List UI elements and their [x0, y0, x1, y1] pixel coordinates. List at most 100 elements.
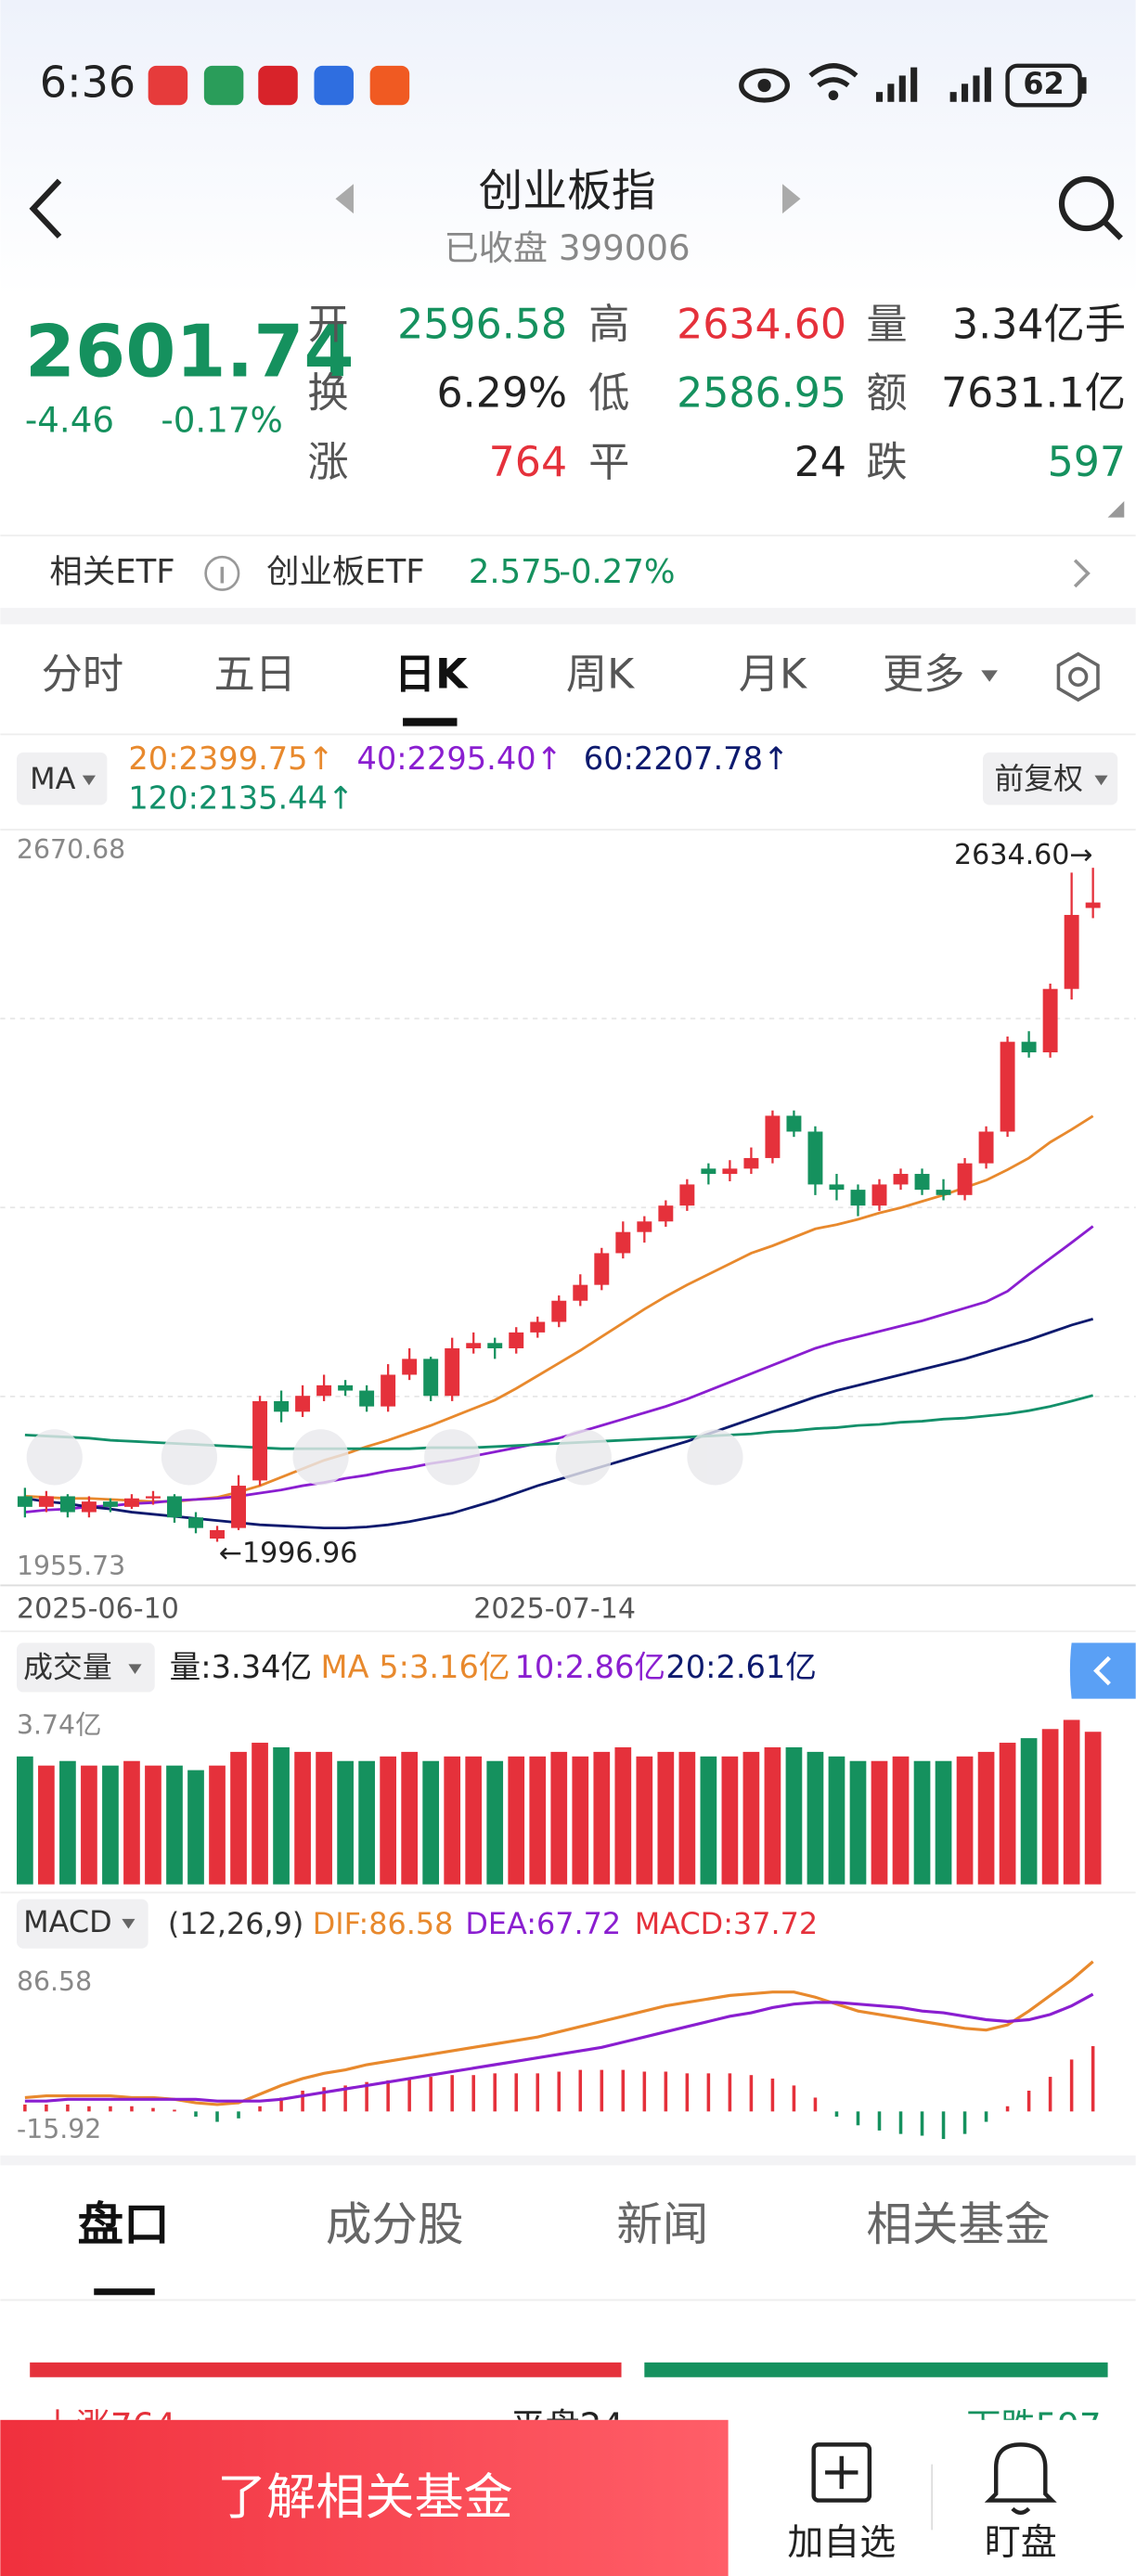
dropdown-caret [1094, 775, 1108, 786]
period-tab[interactable]: 日K [394, 650, 469, 698]
macd-select[interactable] [17, 1899, 148, 1949]
active-detail-indicator [94, 2288, 155, 2296]
candle-body [167, 1496, 182, 1518]
dea-label: DEA:67.72 [465, 1906, 621, 1941]
candle-body [765, 1115, 781, 1158]
detail-tab[interactable]: 盘口 [78, 2197, 170, 2251]
volume-bar [828, 1756, 846, 1885]
notification-icons [148, 65, 410, 106]
period-tabs: 分时 五日 日K 周K 月K 更多 [42, 650, 998, 698]
prev-index[interactable] [335, 184, 354, 214]
dif-line [24, 1960, 1094, 2106]
volume-bar [465, 1756, 483, 1885]
volume-bar [252, 1743, 268, 1885]
header-bg [0, 0, 1136, 296]
etf-chevron[interactable] [1073, 559, 1091, 588]
field-value: 597 [1048, 439, 1126, 486]
candle-body [509, 1332, 524, 1348]
indicator-select[interactable] [17, 752, 108, 805]
candle-body [893, 1174, 909, 1185]
candle-body [445, 1347, 460, 1397]
field-label: 量 [866, 301, 907, 348]
monitor-icon[interactable] [984, 2442, 1057, 2516]
volume-bar [273, 1746, 290, 1885]
back-button[interactable] [29, 178, 62, 239]
search-button[interactable] [1058, 175, 1123, 240]
volume-select[interactable] [17, 1642, 155, 1693]
volume-bar [614, 1746, 632, 1885]
price-change: -4.46 [25, 399, 114, 440]
chart-controls[interactable] [26, 1429, 743, 1486]
period-tab[interactable]: 月K [739, 650, 807, 698]
adjust-mode[interactable]: 前复权 [994, 761, 1083, 796]
candle-body [1021, 1041, 1037, 1053]
ma-legend-entry: 60:2207.78↑ [584, 741, 789, 777]
primary-button-label[interactable]: 了解相关基金 [217, 2468, 513, 2526]
detail-tab[interactable]: 相关基金 [866, 2197, 1050, 2251]
next-index[interactable] [782, 184, 801, 214]
macd-chart [23, 1960, 1095, 2140]
volume-bar [977, 1751, 995, 1885]
x-axis-date: 2025-07-14 [473, 1593, 636, 1626]
dropdown-caret [82, 775, 97, 786]
dif-label: DIF:86.58 [313, 1906, 454, 1941]
period-tab[interactable]: 分时 [42, 650, 124, 698]
macd-title[interactable]: MACD [23, 1904, 112, 1939]
candle-body [936, 1190, 951, 1195]
candle-body [679, 1184, 695, 1206]
period-tab[interactable]: 五日 [213, 650, 296, 698]
ma-legend-entry: 120:2135.44↑ [128, 780, 354, 817]
indicator-name[interactable]: MA [30, 761, 75, 796]
candle-body [594, 1253, 610, 1285]
detail-tab[interactable]: 成分股 [326, 2197, 464, 2251]
volume-bar [187, 1770, 204, 1885]
candle-body [807, 1131, 823, 1185]
candle-body [871, 1184, 887, 1206]
x-axis-date: 2025-06-10 [17, 1593, 179, 1626]
volume-bar [123, 1760, 140, 1885]
status: 已收盘 [445, 227, 548, 268]
etf-name[interactable]: 创业板ETF [266, 553, 425, 591]
period-tab[interactable]: 更多 [883, 650, 965, 698]
watchlist-icon[interactable] [811, 2442, 872, 2503]
settings-icon[interactable] [1056, 651, 1100, 702]
candle-body [637, 1221, 652, 1232]
candle-body [487, 1343, 503, 1348]
macd-axis-min: -15.92 [17, 2114, 101, 2145]
monitor-label[interactable]: 盯盘 [985, 2522, 1057, 2564]
ma-line [24, 1225, 1094, 1513]
candle-body [81, 1501, 97, 1513]
index-code: 399006 [559, 227, 691, 268]
candle-body [978, 1131, 994, 1164]
info-icon[interactable] [204, 555, 240, 591]
macd-params: (12,26,9) [168, 1906, 303, 1941]
dropdown-caret [128, 1664, 142, 1675]
candle-body [123, 1498, 139, 1507]
candlestick-chart [17, 868, 1101, 1542]
collapse-tab[interactable] [1069, 1642, 1136, 1699]
volume-title[interactable]: 成交量 [23, 1650, 112, 1685]
chart-grid [0, 1017, 1136, 1397]
candle-body [38, 1496, 54, 1507]
field-value: 24 [794, 439, 846, 486]
volume-bar [529, 1756, 547, 1885]
volume-bar [785, 1746, 803, 1885]
period-tab[interactable]: 周K [566, 650, 635, 698]
system-icons [739, 63, 1087, 108]
expand-corner[interactable] [1107, 500, 1125, 518]
candle-body [957, 1163, 973, 1195]
candle-body [316, 1385, 332, 1397]
volume-bar [807, 1751, 824, 1885]
adjust-select[interactable] [983, 752, 1118, 805]
dropdown-caret [981, 670, 998, 682]
primary-button[interactable] [0, 2419, 729, 2576]
battery-level: 62 [1023, 66, 1064, 101]
candle-body [252, 1400, 268, 1481]
candle-body [1064, 914, 1079, 989]
volume-bar [316, 1751, 332, 1885]
volume-bar [401, 1751, 419, 1885]
detail-tab[interactable]: 新闻 [616, 2197, 708, 2251]
watchlist-label[interactable]: 加自选 [787, 2522, 896, 2564]
high-annotation: 2634.60→ [954, 839, 1093, 871]
volume-axis-max: 3.74亿 [17, 1710, 101, 1741]
